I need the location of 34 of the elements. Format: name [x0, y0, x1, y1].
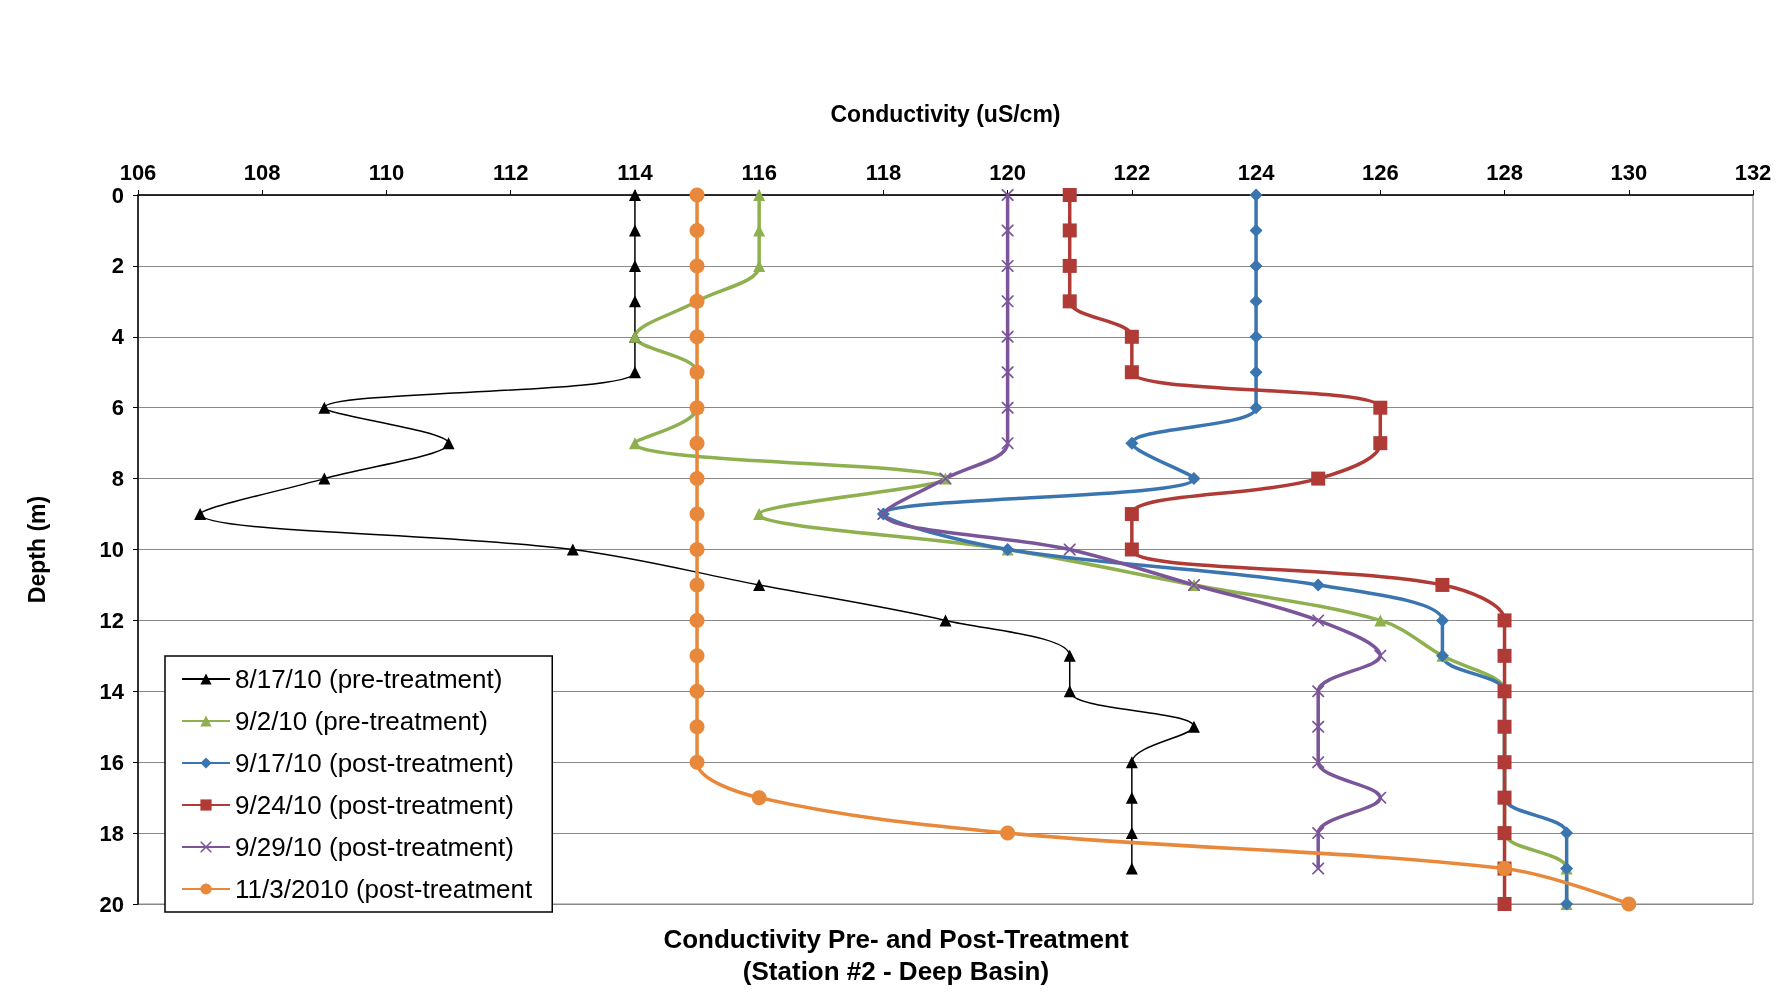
y-tick-label: 16: [99, 749, 124, 775]
y-tick-label: 8: [111, 466, 124, 492]
x-tick-label: 120: [989, 159, 1026, 185]
y-tick-label: 10: [99, 537, 124, 562]
x-tick-label: 128: [1486, 159, 1523, 185]
x-tick-label: 108: [243, 159, 281, 185]
x-tick-label: 114: [617, 159, 654, 185]
y-tick-label: 20: [99, 891, 124, 917]
x-tick-label: 112: [492, 159, 529, 185]
x-tick-label: 126: [1361, 159, 1399, 185]
x-axis-title: Conductivity (uS/cm): [830, 100, 1061, 127]
y-tick-label: 2: [111, 253, 124, 279]
y-tick-label: 4: [111, 324, 125, 350]
legend-label: 8/17/10 (pre-treatment): [235, 664, 503, 694]
x-tick-label: 132: [1734, 159, 1772, 185]
y-tick-label: 14: [99, 678, 125, 704]
legend-label: 9/29/10 (post-treatment): [235, 832, 514, 862]
x-tick-label: 118: [865, 159, 902, 185]
x-tick-label: 122: [1113, 159, 1151, 185]
y-tick-label: 12: [99, 607, 124, 633]
y-axis-title: Depth (m): [23, 495, 50, 604]
legend-label: 9/24/10 (post-treatment): [235, 790, 514, 820]
y-tick-label: 18: [99, 820, 124, 846]
y-tick-label: 0: [111, 182, 124, 208]
text: Conductivity Pre- and Post-Treatment (Station #2 - Deep Basin): [663, 924, 1129, 986]
x-tick-label: 106: [119, 159, 157, 185]
x-tick-label: 124: [1237, 159, 1276, 185]
x-tick-label: 130: [1610, 159, 1648, 185]
legend-label: 9/2/10 (pre-treatment): [235, 706, 488, 736]
legend-label: 11/3/2010 (post-treatment: [235, 874, 534, 904]
legend-label: 9/17/10 (post-treatment): [235, 748, 514, 778]
y-tick-label: 6: [111, 395, 124, 421]
x-tick-label: 116: [741, 159, 777, 185]
x-tick-label: 110: [368, 159, 405, 185]
